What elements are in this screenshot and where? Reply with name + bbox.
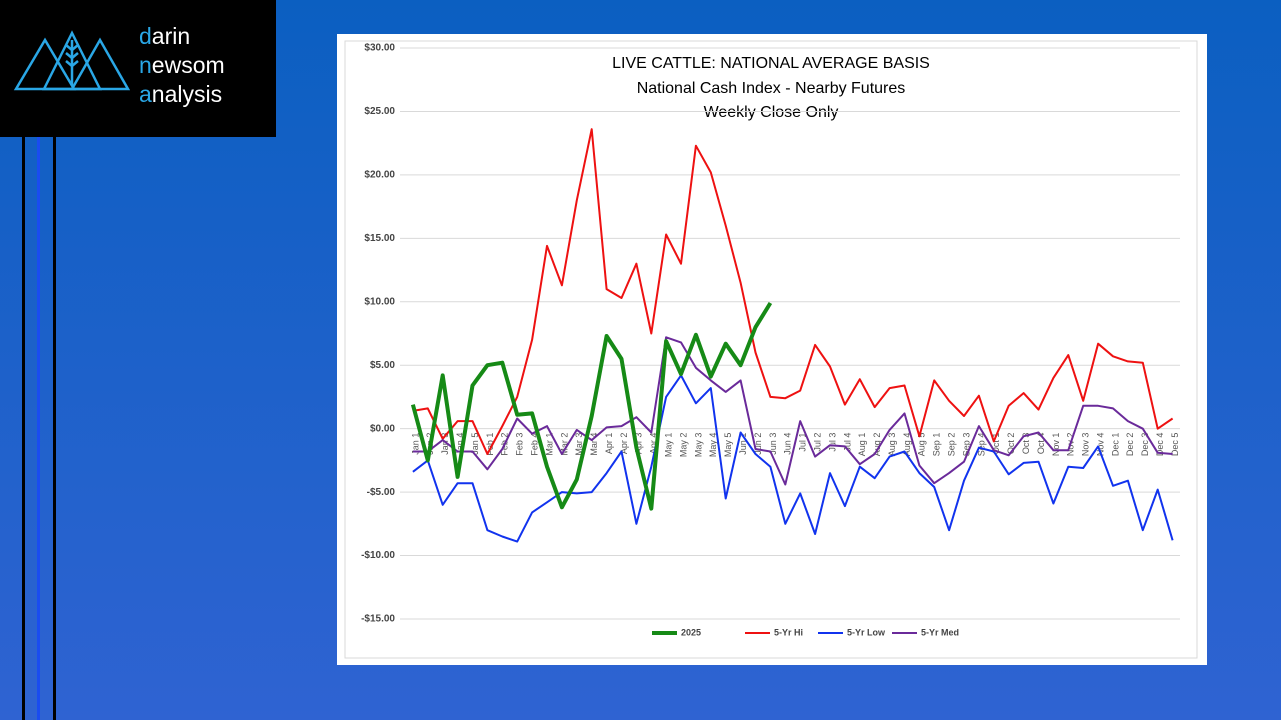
y-tick-label: $0.00 [370, 423, 395, 434]
series-line [410, 301, 773, 511]
rule [22, 137, 25, 720]
x-tick-label: Jul 1 [798, 433, 808, 452]
plot-frame [344, 40, 1198, 659]
x-tick-label: Nov 1 [1051, 433, 1061, 457]
y-tick-label: $5.00 [370, 360, 395, 371]
x-tick-label: Jun 1 [738, 433, 748, 455]
y-tick-label: $20.00 [364, 170, 395, 181]
x-tick-label: Jul 3 [827, 433, 837, 452]
x-tick-label: Oct 3 [1021, 433, 1031, 455]
x-tick-label: Jun 4 [783, 433, 793, 455]
chart-subtitle: Weekly Close Only [704, 104, 839, 121]
x-tick-label: Dec 5 [1170, 433, 1180, 457]
chart-subtitle: National Cash Index - Nearby Futures [637, 80, 906, 97]
y-tick-label: $15.00 [364, 233, 395, 244]
x-tick-label: Nov 3 [1081, 433, 1091, 457]
x-tick-label: Apr 3 [634, 433, 644, 455]
x-tick-label: Feb 1 [485, 433, 495, 456]
x-tick-label: Apr 2 [619, 433, 629, 455]
x-tick-label: Feb 4 [529, 433, 539, 456]
x-tick-label: Sep 3 [961, 433, 971, 457]
x-tick-label: Sep 1 [932, 433, 942, 457]
chart-area [337, 34, 1207, 665]
y-tick-label: -$10.00 [361, 550, 395, 561]
x-tick-label: Jun 2 [753, 433, 763, 455]
x-tick-label: Feb 3 [515, 433, 525, 456]
x-tick-label: May 4 [708, 433, 718, 458]
x-tick-label: May 1 [664, 433, 674, 458]
x-tick-label: Jun 3 [768, 433, 778, 455]
logo-mark [13, 30, 131, 91]
x-tick-label: Apr 1 [604, 433, 614, 455]
logo-text: analysis [139, 81, 223, 107]
logo: darin newsom analysis [0, 0, 276, 137]
logo-text: darin [139, 23, 191, 49]
logo-text: newsom [139, 52, 225, 78]
x-tick-label: Mar 3 [574, 433, 584, 456]
x-tick-label: Mar 1 [544, 433, 554, 456]
x-tick-label: Aug 4 [902, 433, 912, 457]
x-tick-label: Oct 4 [1036, 433, 1046, 455]
x-tick-label: Dec 3 [1140, 433, 1150, 457]
y-tick-label: $25.00 [364, 106, 395, 117]
x-tick-label: Sep 4 [976, 433, 986, 457]
x-tick-label: Aug 3 [887, 433, 897, 457]
x-tick-label: May 2 [678, 433, 688, 458]
y-tick-label: -$5.00 [367, 487, 396, 498]
rule [37, 137, 40, 720]
x-tick-label: May 3 [693, 433, 703, 458]
chart-title: LIVE CATTLE: NATIONAL AVERAGE BASIS [612, 55, 930, 72]
y-tick-label: -$15.00 [361, 614, 395, 625]
x-tick-label: Nov 4 [1095, 433, 1105, 457]
x-tick-label: Jan 3 [440, 433, 450, 455]
y-tick-label: $30.00 [364, 43, 395, 54]
legend-label: 5-Yr Hi [774, 627, 803, 637]
rule [53, 137, 56, 720]
x-tick-label: Jan 1 [410, 433, 420, 455]
x-tick-label: Sep 2 [947, 433, 957, 457]
x-tick-label: Jan 5 [470, 433, 480, 455]
x-tick-label: Dec 4 [1155, 433, 1165, 457]
legend-label: 5-Yr Low [847, 627, 886, 637]
x-tick-label: Jul 4 [842, 433, 852, 452]
x-tick-label: Jul 2 [812, 433, 822, 452]
series-line [412, 336, 1173, 486]
series-line [412, 128, 1174, 455]
x-tick-label: Dec 2 [1125, 433, 1135, 457]
x-tick-label: Mar 2 [559, 433, 569, 456]
x-tick-label: Oct 2 [1006, 433, 1016, 455]
y-tick-label: $10.00 [364, 296, 395, 307]
legend-label: 2025 [681, 627, 701, 637]
x-tick-label: Aug 2 [872, 433, 882, 457]
x-tick-label: Mar 4 [589, 433, 599, 456]
x-tick-label: Apr 4 [649, 433, 659, 455]
x-tick-label: Aug 5 [917, 433, 927, 457]
x-tick-label: Oct 1 [991, 433, 1001, 455]
legend-label: 5-Yr Med [921, 627, 959, 637]
x-tick-label: Dec 1 [1110, 433, 1120, 457]
x-tick-label: May 5 [723, 433, 733, 458]
x-tick-label: Aug 1 [857, 433, 867, 457]
x-tick-label: Jan 4 [455, 433, 465, 455]
series-line [412, 374, 1174, 543]
